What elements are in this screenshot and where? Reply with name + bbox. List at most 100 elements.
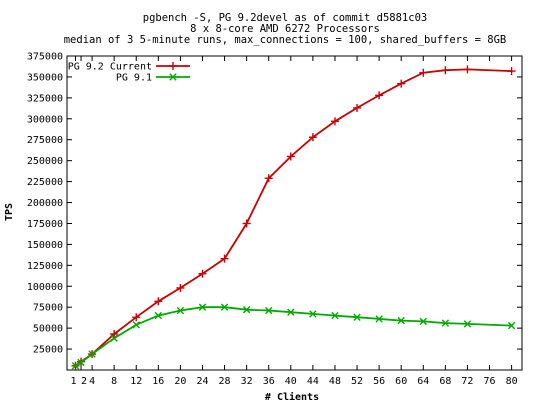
plot-frame: [66, 55, 523, 371]
x-tick-label: 64: [417, 376, 429, 387]
y-tick-label: 75000: [33, 303, 63, 314]
data-point: [71, 362, 80, 370]
data-point: [220, 254, 229, 263]
x-tick-label: 4: [89, 376, 95, 387]
data-point: [309, 310, 317, 318]
data-point: [353, 103, 362, 112]
x-tick-label: 36: [263, 376, 275, 387]
x-marker-b: [353, 313, 361, 321]
data-point: [507, 321, 516, 330]
x-marker-b: [331, 311, 339, 320]
x-marker-b: [419, 317, 427, 326]
data-point: [110, 334, 118, 342]
data-point: [286, 152, 295, 161]
data-point: [463, 320, 472, 328]
chart-subtitle-2: median of 3 5-minute runs, max_connectio…: [64, 34, 507, 46]
data-point: [419, 68, 428, 77]
plot-area: 25000 50000 75000 100000 125000 150000 175000 2…: [27, 52, 523, 387]
x-marker-b: [441, 319, 450, 327]
data-point: [441, 66, 450, 75]
data-point: [242, 219, 251, 228]
x-axis-label: # Clients: [265, 391, 319, 403]
x-tick-label: 16: [152, 376, 164, 387]
x-tick-label: 68: [439, 376, 451, 387]
x-marker-b: [77, 358, 85, 367]
x-tick-label: 1: [70, 376, 76, 387]
data-point: [397, 79, 406, 88]
data-point: [198, 303, 207, 311]
x-marker-b: [198, 303, 207, 311]
data-point: [154, 297, 163, 306]
data-point: [308, 133, 317, 142]
y-tick-label: 250000: [27, 156, 63, 167]
y-tick-label: 375000: [27, 52, 63, 63]
x-marker-b: [71, 362, 80, 370]
x-marker-b: [375, 315, 383, 323]
data-point: [110, 329, 119, 338]
x-tick-label: 52: [351, 376, 363, 387]
x-marker-b: [242, 306, 251, 314]
data-point: [132, 313, 141, 322]
y-tick-label: 100000: [27, 282, 63, 293]
y-axis-label: TPS: [4, 203, 15, 221]
data-point: [132, 321, 140, 329]
y-tick-label: 50000: [33, 324, 63, 335]
x-marker-b: [110, 334, 118, 342]
data-point: [154, 311, 163, 320]
x-marker-b: [507, 321, 516, 330]
x-tick-label: 80: [506, 376, 518, 387]
data-point: [77, 358, 85, 367]
data-point: [375, 91, 384, 100]
y-tick-label: 175000: [27, 219, 63, 230]
data-point: [463, 65, 472, 74]
data-point: [441, 319, 450, 327]
data-point: [242, 306, 251, 314]
data-point: [331, 311, 339, 320]
y-tick-label: 325000: [27, 93, 63, 104]
y-tick-label: 300000: [27, 114, 63, 125]
data-point: [265, 306, 273, 315]
legend-label: PG 9.2 Current: [68, 62, 152, 73]
x-tick-label: 8: [111, 376, 117, 387]
x-marker-b: [309, 310, 317, 318]
data-point: [419, 317, 427, 326]
y-tick-label: 225000: [27, 177, 63, 188]
y-tick-label: 25000: [33, 345, 63, 356]
x-marker-b: [397, 316, 405, 325]
x-tick-label: 48: [329, 376, 341, 387]
x-marker-b: [176, 306, 185, 315]
data-point: [507, 67, 516, 76]
x-marker-b: [287, 308, 295, 316]
series-line-2: [75, 306, 512, 367]
y-tick-label: 275000: [27, 135, 63, 146]
x-marker-b: [88, 350, 96, 358]
data-point: [353, 313, 361, 321]
x-tick-label: 12: [130, 376, 142, 387]
y-tick-label: 150000: [27, 240, 63, 251]
y-tick-label: 350000: [27, 72, 63, 83]
x-tick-label: 20: [174, 376, 186, 387]
x-marker-b: [463, 320, 472, 328]
data-point: [330, 117, 339, 126]
x-tick-label: 76: [483, 376, 495, 387]
x-tick-label: 40: [285, 376, 297, 387]
y-tick-label: 200000: [27, 198, 63, 209]
x-marker-b: [154, 311, 163, 320]
legend-marker: [169, 73, 177, 81]
x-tick-label: 2: [81, 376, 87, 387]
legend-label: PG 9.1: [116, 73, 152, 84]
data-point: [264, 174, 273, 183]
x-tick-label: 56: [373, 376, 385, 387]
data-point: [176, 306, 185, 315]
y-tick-label: 125000: [27, 261, 63, 272]
chart-subtitle-1: 8 x 8-core AMD 6272 Processors: [190, 23, 380, 35]
data-point: [397, 316, 405, 325]
x-tick-label: 32: [241, 376, 253, 387]
data-point: [220, 303, 229, 311]
data-point: [88, 350, 96, 358]
x-marker-b: [220, 303, 229, 311]
x-tick-label: 72: [461, 376, 473, 387]
